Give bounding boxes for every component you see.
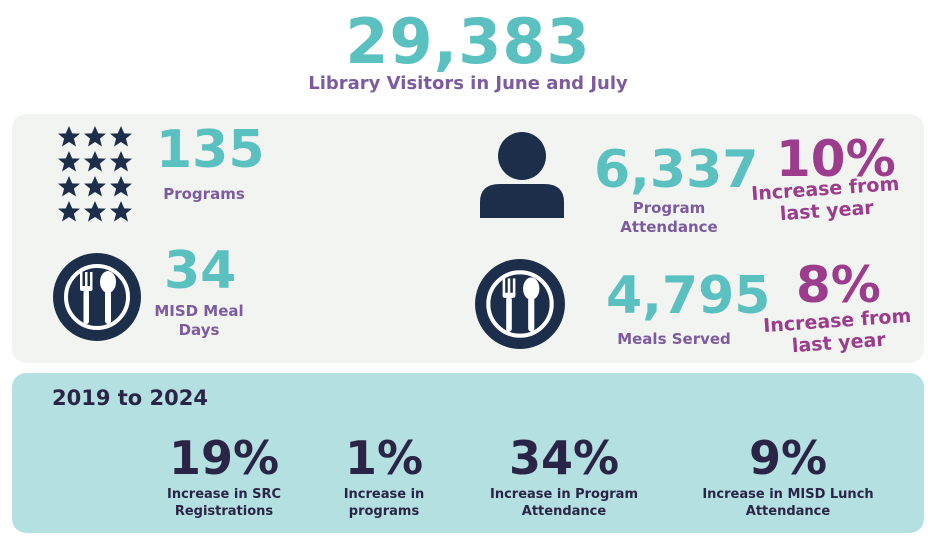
programs-label: Programs (163, 185, 245, 203)
stars-grid-icon (58, 126, 132, 222)
trend-pct: 19% (168, 431, 280, 485)
person-icon (480, 132, 564, 218)
plate-fork-spoon-icon (53, 253, 141, 341)
hero-caption: Library Visitors in June and July (308, 73, 628, 94)
attendance-label: Program Attendance (620, 199, 718, 236)
trend-item: 1% Increase in programs (326, 432, 442, 520)
attendance-value: 6,337 (594, 140, 759, 200)
meals-change-pct: 8% (796, 256, 881, 314)
meals-label: Meals Served (617, 330, 731, 348)
trend-pct: 34% (508, 431, 620, 485)
attendance-change-pct: 10% (776, 130, 896, 188)
trends-panel (12, 373, 924, 533)
trend-pct: 1% (344, 431, 424, 485)
hero-visitor-count: 29,383 (345, 5, 591, 78)
trend-label: Increase in SRC Registrations (166, 487, 282, 519)
trend-label: Increase in MISD Lunch Attendance (702, 487, 874, 519)
programs-value: 135 (156, 120, 265, 180)
trend-item: 9% Increase in MISD Lunch Attendance (692, 432, 884, 520)
trend-item: 19% Increase in SRC Registrations (152, 432, 296, 520)
meal-days-label: MISD Meal Days (154, 302, 244, 339)
plate-fork-spoon-icon (475, 259, 565, 349)
trends-heading: 2019 to 2024 (52, 386, 208, 410)
stats-panel (12, 114, 924, 363)
trend-label: Increase in programs (343, 487, 425, 519)
trend-label: Increase in Program Attendance (489, 487, 639, 519)
trend-item: 34% Increase in Program Attendance (478, 432, 650, 520)
trend-pct: 9% (748, 431, 828, 485)
meals-value: 4,795 (606, 266, 771, 326)
meal-days-value: 34 (164, 241, 237, 301)
